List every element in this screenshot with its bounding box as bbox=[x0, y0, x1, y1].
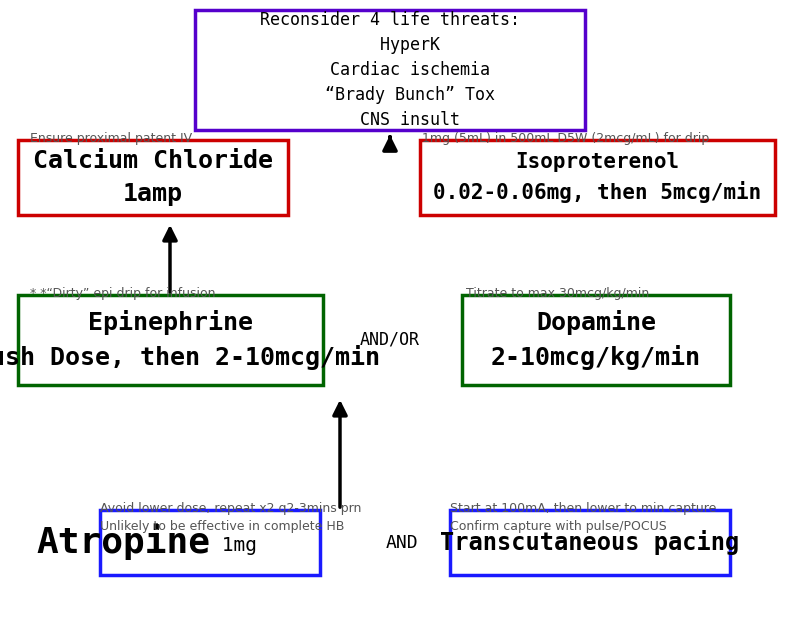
Bar bbox=[18, 140, 288, 215]
Text: Epinephrine
*Push Dose, then 2-10mcg/min: Epinephrine *Push Dose, then 2-10mcg/min bbox=[0, 310, 381, 370]
Text: Avoid lower dose, repeat x2 q2-3mins prn
Unlikely to be effective in complete HB: Avoid lower dose, repeat x2 q2-3mins prn… bbox=[100, 502, 362, 533]
Text: Calcium Chloride
1amp: Calcium Chloride 1amp bbox=[33, 149, 273, 207]
Text: Dopamine
2-10mcg/kg/min: Dopamine 2-10mcg/kg/min bbox=[491, 310, 701, 370]
Text: Ensure proximal patent IV: Ensure proximal patent IV bbox=[30, 132, 192, 145]
Bar bbox=[462, 295, 730, 385]
Text: AND: AND bbox=[386, 534, 418, 552]
Text: Isoproterenol
0.02-0.06mg, then 5mcg/min: Isoproterenol 0.02-0.06mg, then 5mcg/min bbox=[434, 152, 762, 203]
Text: AND/OR: AND/OR bbox=[360, 331, 420, 349]
Text: Reconsider 4 life threats:
    HyperK
    Cardiac ischemia
    “Brady Bunch” Tox: Reconsider 4 life threats: HyperK Cardia… bbox=[260, 11, 520, 129]
Text: 1mg: 1mg bbox=[210, 536, 257, 555]
Text: Titrate to max 30mcg/kg/min: Titrate to max 30mcg/kg/min bbox=[466, 287, 650, 300]
Bar bbox=[450, 510, 730, 575]
Bar bbox=[420, 140, 775, 215]
Text: Start at 100mA, then lower to min capture
Confirm capture with pulse/POCUS: Start at 100mA, then lower to min captur… bbox=[450, 502, 716, 533]
Text: Transcutaneous pacing: Transcutaneous pacing bbox=[440, 530, 740, 555]
Text: * *“Dirty” epi drip for infusion: * *“Dirty” epi drip for infusion bbox=[30, 287, 215, 300]
Bar bbox=[195, 10, 585, 130]
Bar bbox=[100, 510, 320, 575]
Text: 1mg (5mL) in 500mL D5W (2mcg/mL) for drip: 1mg (5mL) in 500mL D5W (2mcg/mL) for dri… bbox=[422, 132, 710, 145]
Text: Atropine: Atropine bbox=[36, 525, 210, 560]
Bar bbox=[18, 295, 323, 385]
